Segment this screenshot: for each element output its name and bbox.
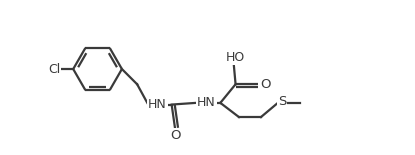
- Text: O: O: [260, 78, 270, 91]
- Text: S: S: [278, 95, 286, 108]
- Text: HN: HN: [197, 96, 215, 109]
- Text: HN: HN: [148, 98, 167, 111]
- Text: HO: HO: [226, 51, 245, 64]
- Text: O: O: [171, 129, 181, 142]
- Text: Cl: Cl: [48, 63, 60, 75]
